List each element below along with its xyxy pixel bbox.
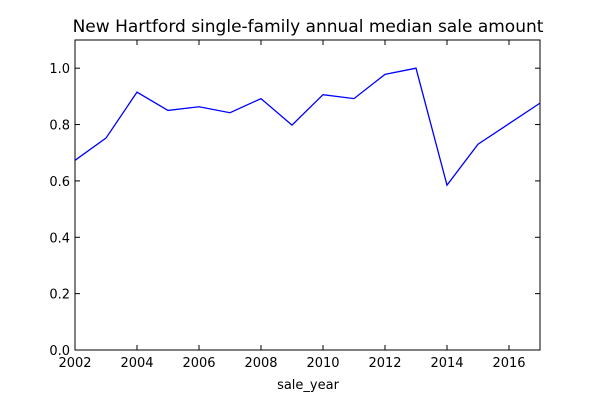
x-tick-label: 2014 — [430, 356, 463, 371]
y-tick-label: 0.0 — [49, 344, 70, 359]
x-tick-label: 2012 — [368, 356, 401, 371]
x-tick-label: 2004 — [120, 356, 153, 371]
axis-tick-labels: 2002 2004 2006 2008 2010 2012 2014 2016 0.0 0.2 0.… — [49, 62, 525, 371]
x-tick-label: 2010 — [306, 356, 339, 371]
series-line-0 — [74, 67, 541, 187]
x-tick-label: 2006 — [182, 356, 215, 371]
x-axis-label: sale_year — [277, 378, 340, 393]
axis-ticks — [74, 40, 540, 351]
y-tick-label: 0.6 — [49, 175, 70, 190]
y-tick-label: 0.4 — [49, 231, 70, 246]
x-tick-label: 2008 — [244, 356, 277, 371]
x-tick-label: 2016 — [492, 356, 525, 371]
y-tick-label: 0.2 — [49, 288, 70, 303]
y-tick-label: 1.0 — [49, 62, 70, 77]
series-layer — [74, 67, 541, 187]
plot-frame — [74, 39, 541, 351]
x-tick-label: 2002 — [58, 356, 91, 371]
y-tick-label: 0.8 — [49, 119, 70, 134]
chart-title: New Hartford single-family annual median… — [73, 17, 544, 37]
